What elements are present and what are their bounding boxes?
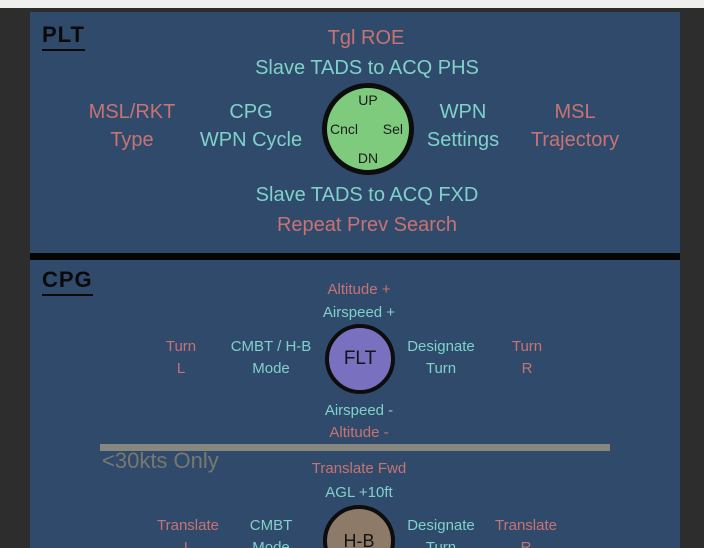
hb-hat-left-inner-label: CMBT Mode [221,515,321,548]
label-line: Settings [426,129,500,151]
speed-range-bar [100,444,610,451]
hb-hat-name: H-B [343,531,375,548]
hb-hat-right-inner-label: Designate Turn [381,515,501,548]
flt-hat-left-inner-label: CMBT / H-B Mode [191,336,351,380]
flt-hat-name: FLT [343,348,377,369]
label-line: Turn [511,338,543,355]
hat-up-direction: UP [358,92,378,108]
flt-hat-down-label-2: Altitude - [329,424,389,441]
section-divider [30,253,680,260]
label-line: WPN [439,101,487,123]
label-line: WPN Cycle [199,129,303,151]
hat-right-direction: Sel [382,121,403,137]
window-top-strip [0,0,704,8]
label-line: Turn [425,360,457,377]
speed-limit-note: <30kts Only [102,448,219,473]
hat-left-direction: Cncl [330,121,359,137]
label-line: Translate [495,517,557,534]
label-line: Trajectory [530,129,620,151]
plt-hat-down-label-1: Slave TADS to ACQ FXD [255,184,479,206]
label-line: CPG [229,101,273,123]
label-line: Mode [252,360,290,377]
hb-hat-up-label-2: AGL +10ft [325,484,393,501]
flt-hat-left-outer-label: Turn L [141,336,221,380]
label-line: Mode [252,539,290,548]
label-line: R [521,360,533,377]
plt-hat-down-label-2: Repeat Prev Search [276,214,458,236]
label-line: L [183,539,193,548]
label-line: Turn [165,338,197,355]
label-line: CMBT [249,517,293,534]
label-line: Designate [407,517,475,534]
plt-hat-left-outer-label: MSL/RKT Type [52,98,212,154]
flt-hat-up-label-2: Airspeed + [322,304,396,321]
hat-down-direction: DN [357,150,379,166]
label-line: Designate [407,338,475,355]
hb-hat-up-label-1: Translate Fwd [311,460,407,477]
plt-hat-right-inner-label: WPN Settings [383,98,543,154]
plt-section-heading: PLT [42,22,85,51]
plt-hat-switch-icon: UP Cncl Sel DN [322,83,414,175]
label-line: R [520,539,532,548]
plt-hat-left-inner-label: CPG WPN Cycle [171,98,331,154]
flt-hat-switch-icon: FLT [325,324,395,394]
flt-hat-right-outer-label: Turn R [487,336,567,380]
hb-hat-right-outer-label: Translate R [476,515,576,548]
label-line: Type [110,129,154,151]
cpg-section-heading: CPG [42,267,93,296]
label-line: CMBT / H-B [230,338,312,355]
label-line: L [176,360,186,377]
plt-hat-up-label-2: Slave TADS to ACQ PHS [255,57,479,79]
label-line: Turn [425,539,457,548]
plt-hat-right-outer-label: MSL Trajectory [495,98,655,154]
label-line: MSL/RKT [88,101,176,123]
label-line: Translate [157,517,219,534]
label-line: MSL [554,101,596,123]
flt-hat-up-label-1: Altitude + [327,281,391,298]
hb-hat-left-outer-label: Translate L [138,515,238,548]
flt-hat-down-label-1: Airspeed - [324,402,394,419]
plt-hat-up-label-1: Tgl ROE [327,27,405,49]
flt-hat-right-inner-label: Designate Turn [381,336,501,380]
